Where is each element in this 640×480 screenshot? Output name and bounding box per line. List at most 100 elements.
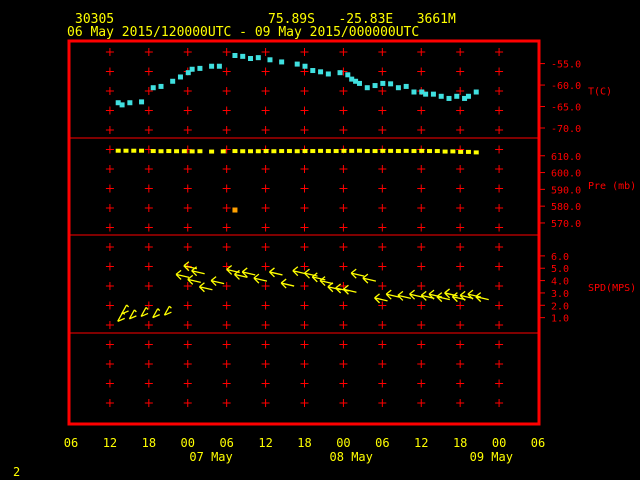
grid-cross (262, 126, 270, 134)
grid-cross (417, 185, 425, 193)
wind-barb (176, 270, 189, 279)
grid-cross (495, 321, 503, 329)
grid-cross (301, 380, 309, 388)
grid-cross (262, 224, 270, 232)
grid-cross (145, 243, 153, 251)
temperature-point (178, 74, 183, 79)
grid-cross (223, 48, 231, 56)
x-tick-label: 12 (414, 436, 428, 450)
grid-cross (223, 399, 231, 407)
grid-cross (495, 87, 503, 95)
x-tick-label: 06 (375, 436, 389, 450)
grid-cross (339, 204, 347, 212)
pressure-point (232, 149, 237, 153)
grid-cross (456, 126, 464, 134)
grid-cross (417, 165, 425, 173)
grid-cross (339, 165, 347, 173)
grid-cross (339, 87, 347, 95)
pressure-point (349, 149, 354, 153)
grid-cross (495, 165, 503, 173)
temperature-point (454, 94, 459, 99)
wind-barb (129, 310, 136, 319)
grid-cross (339, 107, 347, 115)
grid-cross (378, 341, 386, 349)
temperature-point (388, 81, 393, 86)
grid-cross (262, 399, 270, 407)
pressure-point (271, 149, 276, 153)
x-tick-label: 12 (258, 436, 272, 450)
grid-cross (145, 380, 153, 388)
x-tick-label: 00 (336, 436, 350, 450)
wind-barb (398, 291, 411, 300)
grid-cross (339, 360, 347, 368)
pressure-point (318, 149, 323, 153)
grid-cross (417, 360, 425, 368)
grid-cross (301, 126, 309, 134)
temperature-point (474, 90, 479, 95)
grid-cross (106, 321, 114, 329)
grid-cross (262, 321, 270, 329)
grid-cross (378, 68, 386, 76)
grid-cross (262, 204, 270, 212)
wind-barb (386, 290, 399, 299)
wind-barb (254, 274, 267, 283)
grid-cross (378, 321, 386, 329)
y-axis-label: Pre (mb) (588, 181, 636, 192)
grid-cross (262, 68, 270, 76)
grid-cross (223, 224, 231, 232)
pressure-point (326, 149, 331, 153)
pressure-point (123, 149, 128, 153)
y-tick-label: 1.0 (551, 314, 569, 325)
pressure-point (404, 149, 409, 153)
temperature-point (338, 70, 343, 75)
wind-barb (164, 306, 171, 315)
grid-cross (145, 48, 153, 56)
grid-cross (378, 48, 386, 56)
grid-cross (184, 243, 192, 251)
grid-cross (184, 204, 192, 212)
grid-cross (417, 399, 425, 407)
y-tick-label: -70.0 (551, 124, 581, 135)
grid-cross (106, 399, 114, 407)
temperature-point (439, 94, 444, 99)
y-tick-label: 6.0 (551, 252, 569, 263)
x-tick-label: 18 (142, 436, 156, 450)
pressure-point (341, 149, 346, 153)
grid-cross (184, 302, 192, 310)
grid-cross (301, 107, 309, 115)
pressure-point (295, 149, 300, 153)
temperature-point (197, 66, 202, 71)
temperature-point (256, 55, 261, 60)
y-axes: -55.0 -60.0 -65.0 -70.0 T(C) 610.0 600.0 590.0 5… (539, 60, 636, 325)
wind-barb (122, 305, 129, 314)
wind-barb (375, 294, 388, 303)
temperature-point (380, 81, 385, 86)
grid-cross (145, 107, 153, 115)
x-tick-label: 18 (453, 436, 467, 450)
grid-marks (106, 48, 503, 407)
grid-cross (339, 185, 347, 193)
pressure-point (197, 149, 202, 153)
grid-cross (262, 48, 270, 56)
grid-cross (301, 204, 309, 212)
grid-cross (145, 263, 153, 271)
pressure-point (450, 149, 455, 153)
grid-cross (184, 48, 192, 56)
grid-cross (262, 87, 270, 95)
wind-barb (351, 269, 364, 278)
grid-cross (262, 107, 270, 115)
temperature-point (357, 81, 362, 86)
y-tick-label: -60.0 (551, 81, 581, 92)
grid-cross (339, 263, 347, 271)
grid-cross (378, 243, 386, 251)
wind-barb (476, 293, 489, 302)
grid-cross (106, 282, 114, 290)
grid-cross (417, 341, 425, 349)
grid-cross (339, 126, 347, 134)
grid-cross (495, 107, 503, 115)
x-tick-label: 18 (297, 436, 311, 450)
y-tick-label: 4.0 (551, 277, 569, 288)
grid-cross (223, 243, 231, 251)
pressure-point (279, 149, 284, 153)
grid-cross (184, 126, 192, 134)
